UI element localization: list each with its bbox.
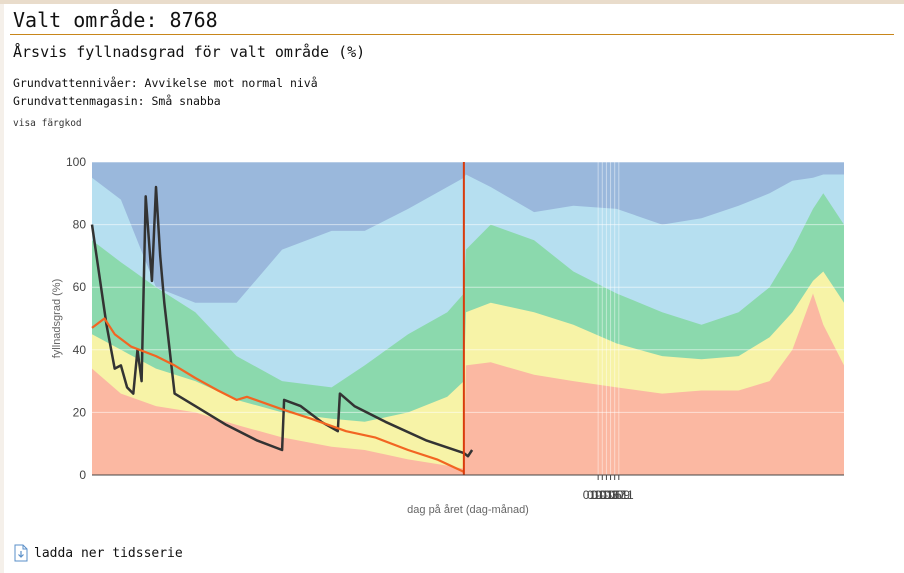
fill-band-0 [92,293,844,475]
info-groundwater-aquifer: Grundvattenmagasin: Små snabba [13,94,221,108]
title-divider [10,34,894,35]
top-rule [0,0,904,4]
y-tick-label-1: 20 [73,405,87,419]
download-file-icon [14,544,28,562]
y-tick-label-4: 80 [73,218,87,232]
x-tick-label-3: 01-11 [604,488,634,502]
download-label: ladda ner tidsserie [34,545,183,561]
y-tick-label-2: 40 [73,343,87,357]
show-color-legend-link[interactable]: visa färgkod [13,118,82,129]
series-line-0 [90,185,474,458]
y-axis-title: fyllnadsgrad (%) [51,279,63,358]
chart-subtitle: Årsvis fyllnadsgrad för valt område (%) [13,43,366,61]
download-timeseries-button[interactable]: ladda ner tidsserie [14,544,183,562]
y-tick-label-5: 100 [66,155,86,169]
x-axis-title: dag på året (dag-månad) [407,504,529,516]
series-line-1 [91,317,465,473]
page-title: Valt område: 8768 [13,8,218,32]
x-tick-label-2: 01-09 [599,488,630,502]
x-tick-label-0: 01-05 [591,488,622,502]
x-tick-label-4: 01-01 [583,488,614,502]
x-tick-label-5: 01-03 [587,488,618,502]
y-tick-label-0: 0 [79,468,86,482]
left-frame-edge [0,4,4,573]
fill-level-chart: 0 20 40 60 80 100 01-0501-0701-0901-1101-0101-… [51,155,844,516]
info-groundwater-levels: Grundvattennivåer: Avvikelse mot normal … [13,76,318,90]
x-tick-label-1: 01-07 [595,488,626,502]
y-tick-label-3: 60 [73,280,87,294]
